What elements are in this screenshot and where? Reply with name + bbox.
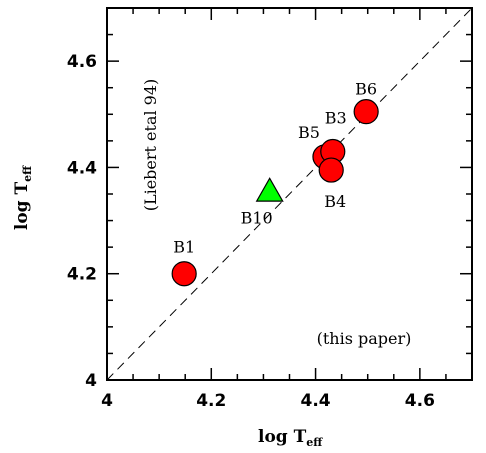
y-source-annotation: (Liebert etal 94) [141,79,160,212]
tick-labels: 4 4.2 4.4 4.6 4 4.2 4.4 4.6 [67,52,435,411]
y-tick-label: 4.2 [67,265,97,285]
point-label-b6: B6 [355,80,377,99]
point-b1-circle [171,261,197,287]
point-label-b10: B10 [241,208,273,227]
y-axis-label-main: log T [12,182,32,231]
x-tick-label: 4 [101,391,113,411]
point-label-b1: B1 [173,238,195,257]
point-label-b4: B4 [324,192,346,211]
x-axis-label: log Teff [258,427,323,449]
y-tick-label: 4.6 [67,52,97,72]
point-b10-triangle [255,177,284,202]
x-axis-label-main: log T [258,427,307,447]
y-tick-label: 4 [85,371,97,391]
point-b6-circle [353,99,379,125]
x-tick-label: 4.6 [405,391,435,411]
x-axis-label-subscript: eff [306,436,323,449]
x-tick-label: 4.4 [301,391,331,411]
y-tick-label: 4.4 [67,158,97,178]
x-tick-label: 4.2 [196,391,226,411]
axis-ticks [106,7,473,381]
point-label-b3: B3 [325,108,347,127]
y-axis-label: log Teff [12,165,34,230]
y-axis-label-subscript: eff [21,165,34,182]
point-label-b5: B5 [298,123,320,142]
point-b4-circle [318,157,344,183]
identity-line [106,7,473,381]
data-points [171,99,379,287]
x-source-annotation: (this paper) [317,329,412,348]
point-labels: B1 B10 B5 B3 B4 B6 [173,80,377,257]
reference-line [106,7,473,381]
